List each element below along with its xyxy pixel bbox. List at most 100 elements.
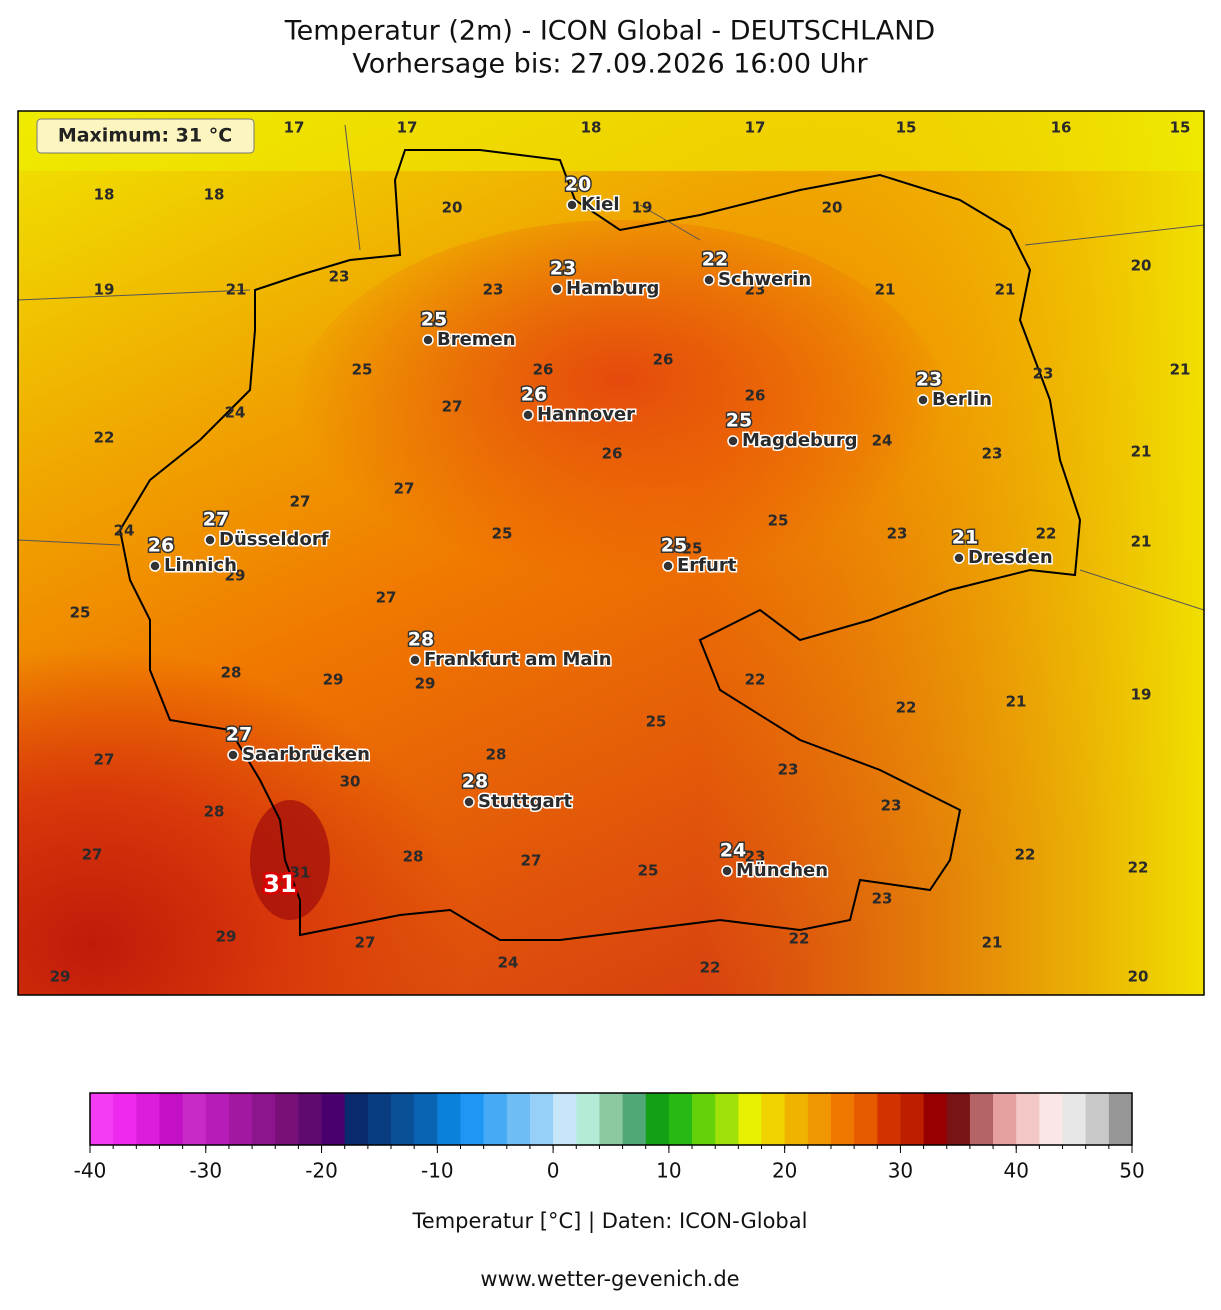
colorbar-segment: [830, 1093, 855, 1145]
grid-label: 22: [1128, 859, 1149, 877]
grid-label: 17: [745, 119, 766, 137]
grid-label: 28: [221, 664, 242, 682]
grid-label: 29: [50, 968, 71, 986]
colorbar-segment: [900, 1093, 925, 1145]
city-name: Linnich: [164, 555, 237, 576]
grid-label: 22: [745, 671, 766, 689]
map-field: [18, 111, 1204, 995]
colorbar-segment: [668, 1093, 693, 1145]
grid-label: 23: [483, 281, 504, 299]
grid-label: 19: [1131, 686, 1152, 704]
neighbor-borders: [18, 124, 1204, 611]
grid-label: 20: [442, 199, 463, 217]
colorbar-segment: [993, 1093, 1017, 1145]
colorbar-segment: [969, 1093, 994, 1145]
grid-label: 18: [204, 186, 225, 204]
colorbar-tick-label: -10: [421, 1159, 454, 1183]
grid-label: 16: [1051, 119, 1072, 137]
grid-label: 23: [329, 268, 350, 286]
colorbar-tick-label: 0: [547, 1159, 560, 1183]
colorbar-segment: [159, 1093, 184, 1145]
city-dot: [727, 435, 739, 447]
grid-label: 21: [995, 281, 1016, 299]
colorbar-tick-label: -40: [74, 1159, 107, 1183]
grid-label: 28: [204, 803, 225, 821]
colorbar-segment: [321, 1093, 346, 1145]
colorbar-tick-label: 40: [1003, 1159, 1028, 1183]
grid-label: 21: [226, 281, 247, 299]
colorbar-segment: [622, 1093, 647, 1145]
city-temp: 27: [226, 724, 252, 746]
grid-label: 26: [745, 387, 766, 405]
colorbar-label: Temperatur [°C] | Daten: ICON-Global: [412, 1209, 808, 1234]
colorbar-tick-label: 10: [656, 1159, 681, 1183]
grid-label: 19: [94, 281, 115, 299]
colorbar-segment: [854, 1093, 878, 1145]
colorbar-segment: [946, 1093, 971, 1145]
grid-label: 18: [581, 119, 602, 137]
city-temp: 20: [565, 174, 591, 196]
colorbar-segment: [1016, 1093, 1040, 1145]
city-temp: 23: [916, 369, 942, 391]
city-dot: [522, 409, 534, 421]
colorbar-segment: [414, 1093, 438, 1145]
colorbar-segment: [692, 1093, 716, 1145]
grid-label: 17: [284, 119, 305, 137]
subtitle: Vorhersage bis: 27.09.2026 16:00 Uhr: [352, 49, 868, 80]
city-dot: [149, 560, 161, 572]
colorbar-segment: [460, 1093, 485, 1145]
grid-label: 22: [700, 959, 721, 977]
grid-label: 25: [492, 525, 513, 543]
grid-label: 23: [1033, 365, 1054, 383]
city-dot: [422, 334, 434, 346]
city-dot: [953, 552, 965, 564]
grid-label: 24: [114, 522, 135, 540]
grid-label: 25: [768, 512, 789, 530]
city-temp: 26: [521, 384, 547, 406]
colorbar-segment: [877, 1093, 901, 1145]
colorbar-tick-label: -30: [189, 1159, 222, 1183]
grid-label: 21: [1170, 361, 1191, 379]
colorbar-segment: [344, 1093, 369, 1145]
city-name: Düsseldorf: [219, 529, 329, 550]
grid-label: 23: [745, 848, 766, 866]
grid-label: 21: [875, 281, 896, 299]
grid-label: 20: [1131, 257, 1152, 275]
grid-label: 24: [872, 432, 893, 450]
colorbar-segment: [298, 1093, 323, 1145]
field-peak: [250, 800, 330, 920]
grid-label: 15: [896, 119, 917, 137]
grid-label: 22: [789, 930, 810, 948]
colorbar-segment: [391, 1093, 415, 1145]
grid-label: 27: [290, 493, 311, 511]
colorbar-frame: [89, 1092, 1133, 1146]
grid-label: 27: [442, 398, 463, 416]
grid-label: 18: [94, 186, 115, 204]
colorbar-segment: [113, 1093, 137, 1145]
colorbar-segment: [136, 1093, 160, 1145]
city-name: Berlin: [932, 389, 992, 410]
grid-label: 23: [778, 761, 799, 779]
colorbar-tick-label: 30: [888, 1159, 913, 1183]
city-temp: 25: [726, 410, 752, 432]
colorbar-segment: [182, 1093, 207, 1145]
grid-label: 29: [323, 671, 344, 689]
city-temp: 25: [421, 309, 447, 331]
city-name: Saarbrücken: [242, 744, 370, 765]
colorbar-segment: [1062, 1093, 1087, 1145]
colorbar-segment: [90, 1093, 114, 1145]
grid-label: 26: [533, 361, 554, 379]
city-name: München: [736, 860, 828, 881]
colorbar-segment: [483, 1093, 508, 1145]
grid-label: 27: [355, 934, 376, 952]
grid-label: 29: [225, 567, 246, 585]
grid-label: 27: [376, 589, 397, 607]
maximum-text: Maximum: 31 °C: [58, 125, 232, 147]
city-temp: 28: [462, 771, 488, 793]
grid-label: 15: [1170, 119, 1191, 137]
grid-label: 22: [896, 699, 917, 717]
city-name: Dresden: [968, 547, 1053, 568]
colorbar-tick-label: -20: [305, 1159, 338, 1183]
grid-label: 28: [486, 746, 507, 764]
